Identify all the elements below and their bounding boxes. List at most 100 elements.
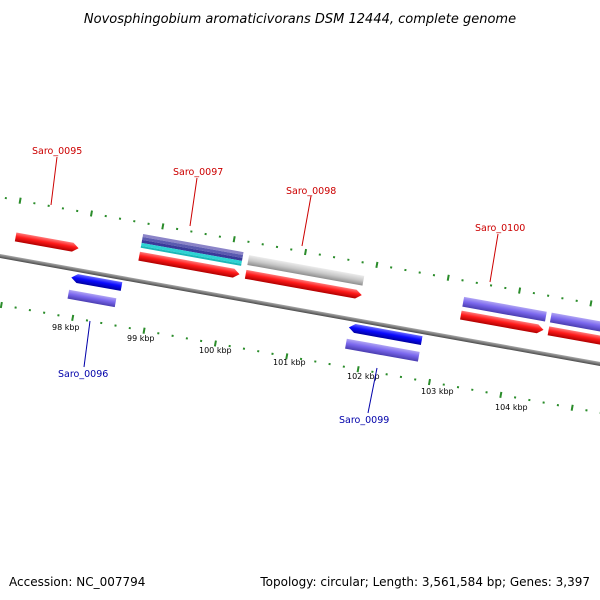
scale-tick xyxy=(532,291,536,295)
scale-tick xyxy=(285,353,289,360)
scale-tick xyxy=(157,332,160,335)
scale-tick xyxy=(4,196,8,200)
scale-tick xyxy=(427,378,431,386)
scale-tick xyxy=(213,340,217,347)
scale-tick xyxy=(57,314,60,317)
scale-tick xyxy=(347,258,350,261)
feature-stripe[interactable] xyxy=(141,242,242,264)
feature-box[interactable] xyxy=(67,289,117,308)
scale-tick xyxy=(528,398,531,402)
scale-tick xyxy=(328,362,331,366)
gene-arrow-saro-0098[interactable] xyxy=(244,269,363,300)
scale-tick xyxy=(71,314,75,321)
scale-tick xyxy=(0,301,3,309)
genome-track xyxy=(0,196,600,415)
scale-tick xyxy=(356,366,360,373)
kbp-label: 104 kbp xyxy=(495,403,528,412)
scale-tick xyxy=(499,391,503,399)
scale-tick xyxy=(332,256,336,259)
kbp-label: 101 kbp xyxy=(273,358,306,367)
scale-tick xyxy=(261,243,264,246)
scale-tick xyxy=(47,204,50,207)
scale-tick xyxy=(247,240,250,243)
scale-tick xyxy=(446,274,450,281)
scale-tick xyxy=(546,294,550,297)
gene-label-saro-0098[interactable]: Saro_0098 xyxy=(286,186,336,197)
scale-tick xyxy=(575,299,578,302)
genome-summary-text: Topology: circular; Length: 3,561,584 bp… xyxy=(259,575,590,589)
scale-tick xyxy=(161,223,165,230)
callout-line xyxy=(489,233,499,283)
scale-tick xyxy=(104,214,107,218)
scale-tick xyxy=(489,284,493,287)
scale-tick xyxy=(271,352,274,355)
scale-tick xyxy=(299,357,303,361)
feature-box[interactable] xyxy=(549,312,600,337)
callout-line xyxy=(50,156,58,206)
scale-tick xyxy=(399,375,403,379)
gene-label-saro-0100[interactable]: Saro_0100 xyxy=(475,223,525,234)
scale-tick xyxy=(228,344,231,348)
gene-arrow-saro-0096[interactable] xyxy=(71,273,123,291)
gene-label-saro-0096[interactable]: Saro_0096 xyxy=(58,369,108,380)
scale-tick xyxy=(418,271,421,274)
accession-text: Accession: NC_007794 xyxy=(9,575,145,589)
scale-tick xyxy=(14,306,17,309)
gene-label-saro-0095[interactable]: Saro_0095 xyxy=(32,146,82,157)
scale-tick xyxy=(375,261,379,269)
gene-arrow-saro-0099[interactable] xyxy=(348,323,423,345)
scale-tick xyxy=(204,232,207,236)
scale-tick xyxy=(114,324,117,327)
scale-tick xyxy=(232,236,236,243)
scale-tick xyxy=(385,373,388,376)
scale-tick xyxy=(61,207,65,210)
scale-tick xyxy=(461,279,464,282)
scale-tick xyxy=(100,321,103,325)
feature-stripe[interactable] xyxy=(142,234,244,256)
scale-tick xyxy=(442,383,445,386)
scale-tick xyxy=(42,311,46,314)
scale-tick xyxy=(475,281,478,285)
gene-arrow-saro-0097[interactable] xyxy=(138,251,240,279)
scale-tick xyxy=(175,227,179,231)
map-title: Novosphingobium aromaticivorans DSM 1244… xyxy=(84,12,516,27)
tick-row-bottom xyxy=(0,301,600,415)
feature-stripe[interactable] xyxy=(142,236,244,258)
scale-tick xyxy=(257,350,260,353)
gene-arrow-saro-0100[interactable] xyxy=(460,310,544,335)
kbp-label: 102 kbp xyxy=(347,372,380,381)
gene-arrow-saro-0095[interactable] xyxy=(14,232,80,253)
callout-line xyxy=(367,367,378,414)
feature-box[interactable] xyxy=(247,255,365,286)
scale-tick xyxy=(199,339,203,343)
gene-label-saro-0097[interactable]: Saro_0097 xyxy=(173,167,223,178)
feature-stripe[interactable] xyxy=(140,245,242,266)
kbp-label: 100 kbp xyxy=(199,346,232,355)
feature-box[interactable] xyxy=(462,296,547,322)
scale-tick xyxy=(142,327,146,334)
feature-box[interactable] xyxy=(345,338,420,362)
scale-tick xyxy=(589,300,593,307)
scale-tick xyxy=(133,220,136,223)
gene-arrow[interactable] xyxy=(547,326,600,351)
scale-tick xyxy=(304,248,308,256)
tick-row-top xyxy=(4,196,593,307)
scale-tick xyxy=(171,334,174,337)
scale-tick xyxy=(290,248,293,251)
gene-label-saro-0099[interactable]: Saro_0099 xyxy=(339,415,389,426)
kbp-label: 98 kbp xyxy=(52,323,80,332)
scale-tick xyxy=(471,388,474,391)
scale-tick xyxy=(28,308,32,312)
scale-tick xyxy=(128,326,131,330)
scale-tick xyxy=(371,370,374,373)
scale-tick xyxy=(542,401,545,404)
scale-tick xyxy=(18,197,22,204)
scale-tick xyxy=(504,286,507,290)
feature-stripe[interactable] xyxy=(141,239,243,261)
scale-tick xyxy=(389,266,393,269)
scale-tick xyxy=(275,245,279,249)
scale-tick xyxy=(242,347,246,350)
scale-tick xyxy=(318,253,321,256)
callout-line xyxy=(83,320,91,368)
